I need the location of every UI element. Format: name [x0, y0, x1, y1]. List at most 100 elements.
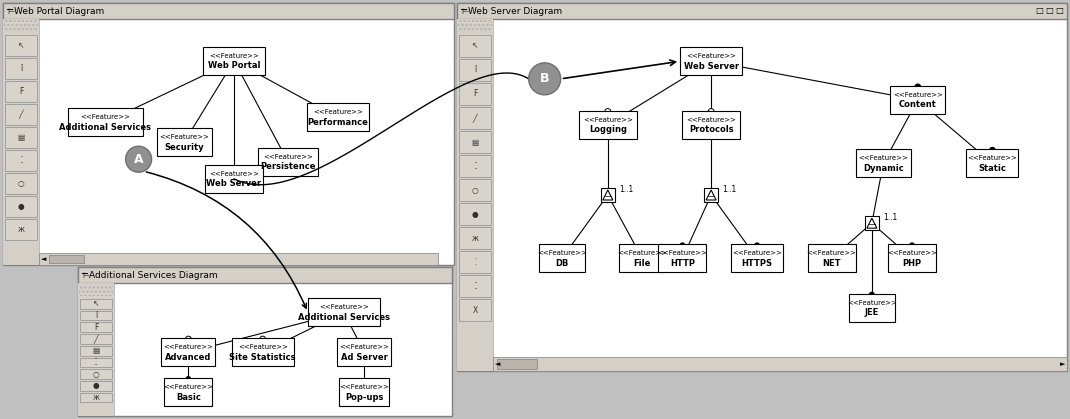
Text: JEE: JEE — [865, 308, 878, 317]
Text: ⁚⁚: ⁚⁚ — [18, 156, 24, 165]
Text: Content: Content — [899, 101, 936, 109]
Text: B: B — [540, 72, 549, 85]
Text: ◄: ◄ — [495, 361, 501, 367]
Circle shape — [103, 119, 108, 125]
Bar — [704, 188, 718, 202]
Bar — [3, 3, 454, 265]
Bar — [80, 369, 112, 379]
Bar — [457, 19, 493, 371]
Circle shape — [754, 243, 760, 248]
Text: ↖: ↖ — [93, 299, 100, 308]
Circle shape — [185, 336, 192, 342]
Bar — [80, 393, 112, 402]
Bar — [4, 20, 39, 32]
Bar — [496, 359, 537, 369]
Circle shape — [910, 243, 915, 248]
Text: A: A — [134, 153, 143, 166]
Text: ⁚⁚: ⁚⁚ — [473, 282, 477, 290]
Bar — [80, 311, 112, 321]
Bar — [579, 111, 637, 139]
Text: ⊢: ⊢ — [7, 7, 14, 16]
Text: <<Feature>>: <<Feature>> — [209, 171, 259, 177]
Circle shape — [186, 377, 190, 382]
Text: Ad Server: Ad Server — [340, 353, 387, 362]
Text: <<Feature>>: <<Feature>> — [858, 155, 908, 161]
Text: 1..1: 1..1 — [883, 213, 897, 222]
Bar — [80, 299, 112, 309]
Bar — [458, 20, 492, 32]
Text: ▤: ▤ — [472, 137, 478, 147]
Text: <<Feature>>: <<Feature>> — [209, 53, 259, 59]
Text: <<Feature>>: <<Feature>> — [657, 251, 707, 256]
Text: ж: ж — [92, 393, 100, 402]
Text: Static: Static — [978, 164, 1006, 173]
Text: Web Portal Diagram: Web Portal Diagram — [14, 7, 104, 16]
Text: Basic: Basic — [175, 393, 201, 401]
Text: <<Feature>>: <<Feature>> — [892, 92, 943, 98]
Text: 1..1: 1..1 — [722, 184, 736, 194]
Text: PHP: PHP — [902, 259, 921, 268]
Text: NET: NET — [823, 259, 841, 268]
Bar — [5, 81, 37, 102]
Text: ╱: ╱ — [18, 110, 24, 119]
Bar — [258, 147, 318, 176]
Text: <<Feature>>: <<Feature>> — [339, 384, 389, 390]
Text: F: F — [19, 87, 24, 96]
Text: HTTP: HTTP — [670, 259, 694, 268]
Text: <<Feature>>: <<Feature>> — [319, 304, 369, 310]
Circle shape — [869, 292, 874, 297]
Bar — [731, 244, 783, 272]
Text: Pop-ups: Pop-ups — [345, 393, 383, 401]
Bar — [658, 244, 706, 272]
Text: ╱: ╱ — [94, 334, 98, 344]
Text: ○: ○ — [18, 179, 25, 188]
Circle shape — [231, 176, 238, 182]
Text: ⊢: ⊢ — [461, 7, 469, 16]
Text: Security: Security — [165, 142, 204, 152]
Bar — [459, 107, 491, 129]
Bar — [459, 299, 491, 321]
Bar — [5, 35, 37, 56]
Text: Additional Services Diagram: Additional Services Diagram — [89, 271, 217, 279]
Circle shape — [125, 146, 152, 172]
Text: <<Feature>>: <<Feature>> — [887, 251, 937, 256]
Text: ⁚⁚: ⁚⁚ — [94, 358, 98, 367]
Circle shape — [990, 147, 995, 153]
Bar — [966, 149, 1019, 177]
Bar — [78, 267, 452, 283]
Text: Protocols: Protocols — [689, 125, 733, 134]
Text: Performance: Performance — [307, 118, 368, 127]
Bar — [620, 244, 666, 272]
Bar — [67, 109, 143, 136]
Bar — [5, 104, 37, 125]
Text: î: î — [20, 64, 22, 73]
Bar — [459, 59, 491, 81]
Text: 1..1: 1..1 — [618, 184, 633, 194]
Bar — [78, 267, 452, 416]
Text: ж: ж — [472, 233, 478, 243]
Bar — [80, 322, 112, 332]
Bar — [849, 294, 895, 322]
Bar — [203, 47, 265, 75]
Text: <<Feature>>: <<Feature>> — [732, 251, 782, 256]
Bar — [459, 275, 491, 297]
Text: <<Feature>>: <<Feature>> — [238, 344, 288, 350]
Text: Web Server: Web Server — [207, 179, 261, 189]
Bar — [459, 131, 491, 153]
Circle shape — [285, 159, 291, 165]
Text: Additional Services: Additional Services — [60, 123, 151, 132]
Text: <<Feature>>: <<Feature>> — [537, 251, 586, 256]
Text: ●: ● — [18, 202, 25, 211]
Bar — [890, 86, 945, 114]
Bar — [459, 227, 491, 249]
Text: □: □ — [1045, 7, 1053, 16]
Text: ◄: ◄ — [41, 256, 46, 262]
Text: <<Feature>>: <<Feature>> — [312, 109, 363, 115]
Bar — [39, 253, 438, 265]
Text: ж: ж — [17, 225, 25, 234]
Bar — [3, 3, 454, 19]
Text: <<Feature>>: <<Feature>> — [164, 384, 213, 390]
Bar — [459, 35, 491, 57]
Circle shape — [529, 63, 561, 95]
Text: <<Feature>>: <<Feature>> — [846, 300, 897, 305]
